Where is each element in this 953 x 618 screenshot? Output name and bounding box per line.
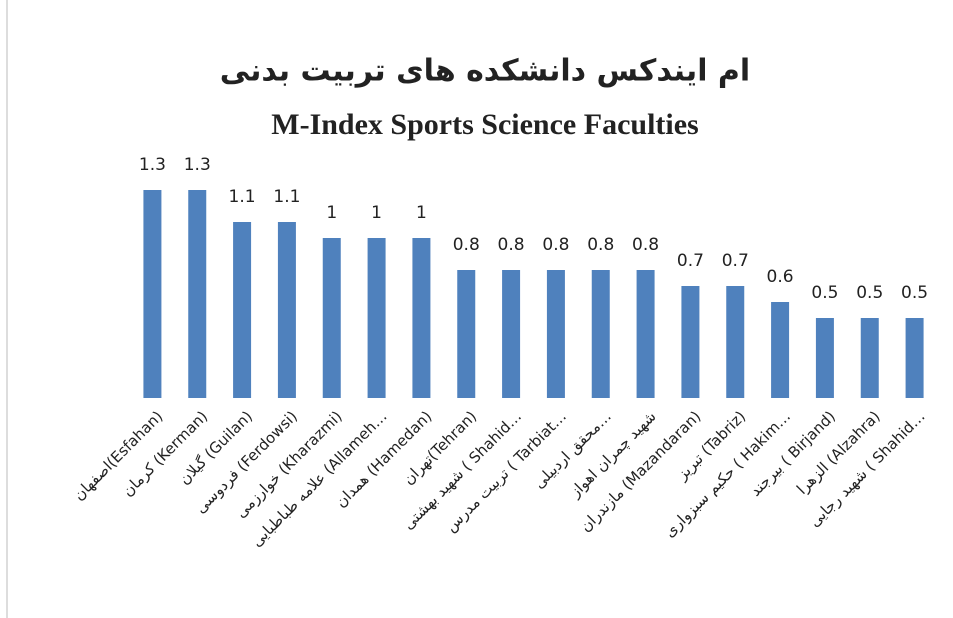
bar: [323, 238, 341, 398]
bar: [412, 238, 430, 398]
bar: [906, 318, 924, 398]
bar: [502, 270, 520, 398]
x-tick-label: محقق اردبیلی…: [530, 407, 615, 492]
bar: [681, 286, 699, 398]
value-label: 0.8: [587, 235, 614, 255]
value-label: 1.3: [184, 155, 211, 175]
bar: [457, 270, 475, 398]
value-label: 0.6: [767, 267, 794, 287]
value-label: 1.3: [139, 155, 166, 175]
value-label: 0.5: [856, 283, 883, 303]
bar: [726, 286, 744, 398]
chart: ام ایندکس دانشکده های تربیت بدنی M-Index…: [0, 0, 953, 618]
bar: [637, 270, 655, 398]
bar: [861, 318, 879, 398]
value-label: 1: [371, 203, 382, 223]
value-label: 0.7: [677, 251, 704, 271]
value-label: 1: [326, 203, 337, 223]
bar: [143, 190, 161, 398]
value-label: 0.8: [453, 235, 480, 255]
chart-subtitle: M-Index Sports Science Faculties: [271, 108, 698, 141]
bar: [188, 190, 206, 398]
value-label: 0.8: [498, 235, 525, 255]
value-label: 0.5: [901, 283, 928, 303]
value-label: 0.5: [811, 283, 838, 303]
value-label: 1: [416, 203, 427, 223]
value-label: 1.1: [229, 187, 256, 207]
bar: [592, 270, 610, 398]
bar: [233, 222, 251, 398]
value-label: 0.8: [632, 235, 659, 255]
bar: [368, 238, 386, 398]
bar: [816, 318, 834, 398]
bar: [771, 302, 789, 398]
value-label: 1.1: [273, 187, 300, 207]
value-label: 0.8: [542, 235, 569, 255]
bar: [278, 222, 296, 398]
bar: [547, 270, 565, 398]
value-label: 0.7: [722, 251, 749, 271]
chart-title: ام ایندکس دانشکده های تربیت بدنی: [220, 54, 750, 89]
